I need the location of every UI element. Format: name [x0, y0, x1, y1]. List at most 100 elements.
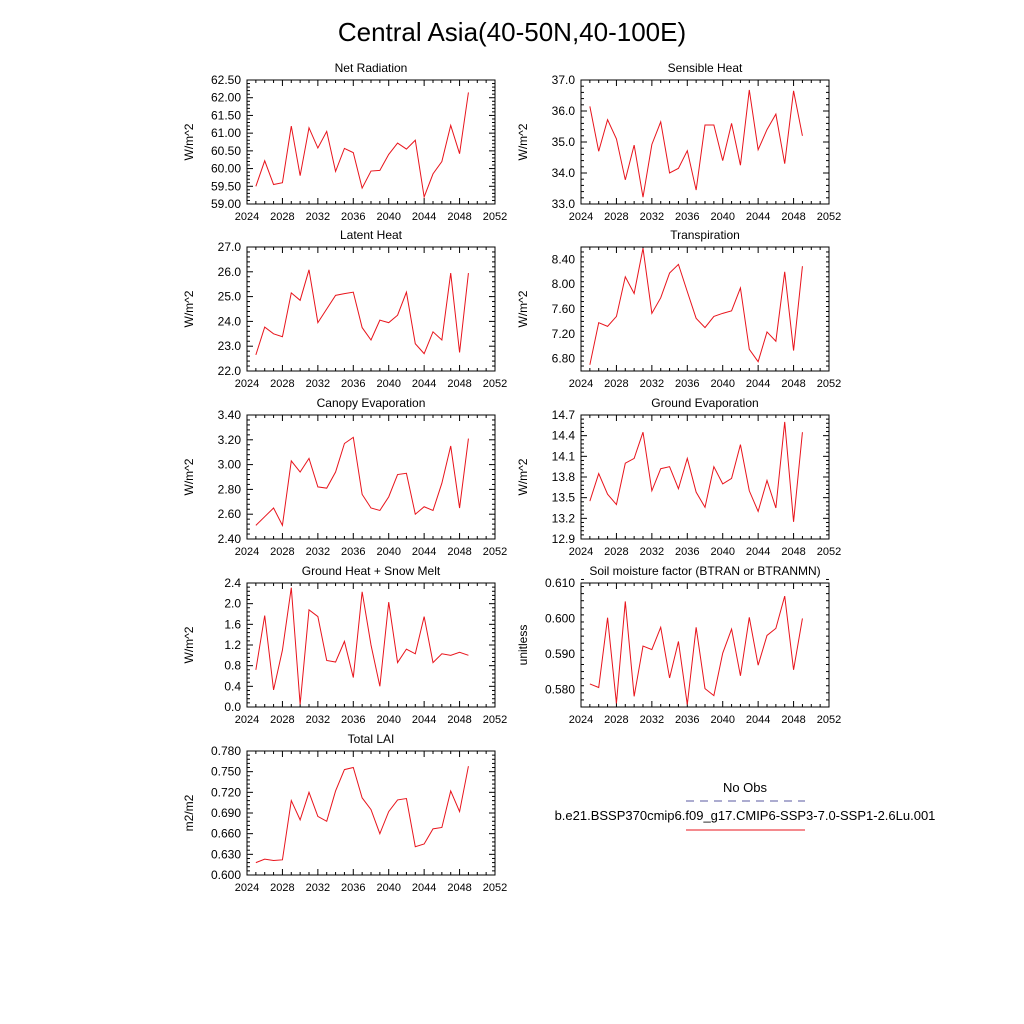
x-tick-label: 2044	[412, 714, 436, 726]
y-tick-label: 62.00	[211, 91, 241, 105]
series-line	[255, 436, 469, 528]
panel-9: Total LAI m2/m2 2024 2028 2032 2036 2040 2044 20…	[182, 732, 507, 894]
series-line	[589, 421, 803, 522]
y-tick-label: 7.60	[552, 302, 576, 316]
x-tick-label: 2044	[412, 378, 436, 390]
x-tick-label: 2040	[710, 714, 734, 726]
y-tick-label: 0.750	[211, 765, 241, 779]
x-tick-label: 2024	[235, 211, 259, 223]
x-tick-label: 2028	[604, 714, 628, 726]
panel-title: Soil moisture factor (BTRAN or BTRANMN)	[589, 564, 820, 578]
series-line	[255, 92, 469, 199]
x-tick-label: 2048	[447, 714, 471, 726]
plot-frame	[580, 414, 830, 540]
plot-frame	[580, 79, 830, 205]
x-tick-label: 2032	[306, 714, 330, 726]
panel-8: Soil moisture factor (BTRAN or BTRANMN) u…	[516, 564, 841, 726]
y-tick-label: 2.40	[218, 532, 242, 546]
x-tick-label: 2052	[483, 211, 507, 223]
x-tick-label: 2040	[710, 211, 734, 223]
series-line	[589, 248, 803, 365]
x-tick-label: 2036	[341, 882, 365, 894]
x-tick-label: 2024	[569, 211, 593, 223]
y-tick-label: 27.0	[218, 240, 242, 254]
x-tick-label: 2040	[376, 211, 400, 223]
series-line	[255, 587, 469, 705]
y-tick-label: 2.60	[218, 507, 242, 521]
x-tick-label: 2044	[412, 546, 436, 558]
x-tick-label: 2028	[270, 882, 294, 894]
x-tick-label: 2032	[306, 546, 330, 558]
y-tick-label: 36.0	[552, 104, 576, 118]
y-tick-label: 23.0	[218, 339, 242, 353]
y-tick-label: 0.590	[545, 647, 575, 661]
panel-title: Canopy Evaporation	[317, 396, 426, 410]
x-tick-label: 2044	[746, 714, 770, 726]
y-tick-label: 14.4	[552, 429, 576, 443]
x-tick-label: 2036	[341, 714, 365, 726]
x-tick-label: 2036	[675, 546, 699, 558]
plot-frame	[246, 246, 496, 372]
x-tick-label: 2048	[781, 714, 805, 726]
x-tick-label: 2024	[569, 714, 593, 726]
x-tick-label: 2032	[640, 714, 664, 726]
y-tick-label: 8.00	[552, 277, 576, 291]
x-tick-label: 2052	[817, 211, 841, 223]
x-tick-label: 2052	[817, 546, 841, 558]
y-tick-label: 61.50	[211, 108, 241, 122]
y-tick-label: 25.0	[218, 290, 242, 304]
x-tick-label: 2032	[640, 378, 664, 390]
x-tick-label: 2048	[781, 378, 805, 390]
y-tick-label: 13.2	[552, 511, 576, 525]
y-axis-label: m2/m2	[182, 794, 196, 831]
y-tick-label: 14.7	[552, 408, 576, 422]
x-tick-label: 2044	[412, 211, 436, 223]
y-tick-label: 24.0	[218, 314, 242, 328]
y-axis-label: W/m^2	[516, 290, 530, 327]
x-tick-label: 2036	[341, 378, 365, 390]
x-tick-label: 2048	[447, 378, 471, 390]
x-tick-label: 2040	[710, 546, 734, 558]
panel-title: Ground Evaporation	[651, 396, 758, 410]
x-tick-label: 2040	[376, 546, 400, 558]
y-tick-label: 2.4	[224, 576, 241, 590]
x-tick-label: 2048	[781, 211, 805, 223]
x-tick-label: 2036	[675, 378, 699, 390]
y-axis-label: W/m^2	[182, 626, 196, 663]
y-axis-label: W/m^2	[516, 123, 530, 160]
y-tick-label: 3.00	[218, 458, 242, 472]
y-tick-label: 0.600	[545, 611, 575, 625]
x-tick-label: 2024	[569, 378, 593, 390]
panel-2: Sensible Heat W/m^2 2024 2028 2032 2036 2040 20…	[516, 61, 841, 223]
x-tick-label: 2028	[604, 546, 628, 558]
y-tick-label: 1.6	[224, 617, 241, 631]
y-tick-label: 0.600	[211, 868, 241, 882]
y-tick-label: 59.50	[211, 179, 241, 193]
panel-title: Transpiration	[670, 228, 740, 242]
x-tick-label: 2036	[341, 546, 365, 558]
y-tick-label: 13.8	[552, 470, 576, 484]
y-axis-label: W/m^2	[182, 290, 196, 327]
panel-title: Sensible Heat	[668, 61, 743, 75]
x-tick-label: 2040	[710, 378, 734, 390]
x-tick-label: 2044	[412, 882, 436, 894]
y-tick-label: 0.690	[211, 806, 241, 820]
y-tick-label: 0.660	[211, 827, 241, 841]
x-tick-label: 2048	[781, 546, 805, 558]
y-tick-label: 26.0	[218, 265, 242, 279]
x-tick-label: 2032	[306, 211, 330, 223]
y-tick-label: 60.00	[211, 162, 241, 176]
x-tick-label: 2048	[447, 882, 471, 894]
x-tick-label: 2052	[483, 378, 507, 390]
x-tick-label: 2048	[447, 546, 471, 558]
panel-3: Latent Heat W/m^2 2024 2028 2032 2036 2040 2044…	[182, 228, 507, 390]
panel-1: Net Radiation W/m^2 2024 2028 2032 2036 2040 20…	[182, 61, 507, 223]
x-tick-label: 2040	[376, 714, 400, 726]
x-tick-label: 2036	[675, 714, 699, 726]
panel-title: Net Radiation	[335, 61, 408, 75]
y-tick-label: 14.1	[552, 449, 576, 463]
x-tick-label: 2028	[604, 211, 628, 223]
legend-obs-label: No Obs	[723, 780, 768, 795]
x-tick-label: 2024	[235, 714, 259, 726]
